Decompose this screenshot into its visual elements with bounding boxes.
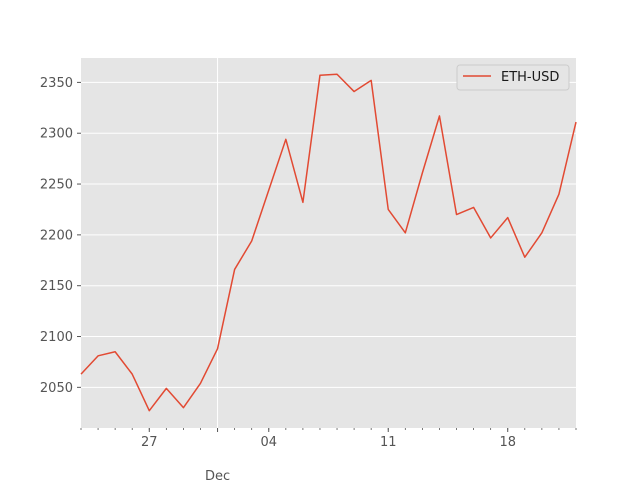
series-line [80,73,577,412]
data-point [199,382,201,384]
data-point [268,189,270,191]
y-tick-label: 2250 [40,178,73,193]
data-point [319,74,321,76]
data-point [131,373,133,375]
data-point [507,216,509,218]
data-point [353,90,355,92]
data-point [114,351,116,353]
legend-label: ETH-USD [501,70,559,85]
data-point [336,73,338,75]
data-point [455,213,457,215]
data-point [233,268,235,270]
data-point [421,172,423,174]
data-point [216,348,218,350]
x-tick-label: 11 [380,435,397,450]
data-point [250,240,252,242]
data-point [524,256,526,258]
data-point [285,138,287,140]
y-tick-label: 2350 [40,76,73,91]
y-tick-label: 2200 [40,228,73,243]
data-point [404,232,406,234]
x-axis: 27 04 11 18 Dec [80,428,577,480]
y-tick-label: 2150 [40,279,73,294]
data-point [558,193,560,195]
data-point [370,79,372,81]
y-tick-label: 2050 [40,381,73,396]
x-tick-label: 18 [499,435,516,450]
data-point [387,208,389,210]
data-point [148,410,150,412]
data-point [472,206,474,208]
data-point [541,232,543,234]
y-axis: 2050 2100 2150 2200 2250 2300 2350 [40,76,81,396]
y-tick-label: 2300 [40,127,73,142]
x-tick-label: 27 [141,435,158,450]
plot-background [81,58,576,428]
data-point [489,237,491,239]
data-point [80,373,82,375]
grid [81,58,576,428]
data-point [575,121,577,123]
legend-box [456,64,570,91]
data-point [302,201,304,203]
series-layer [80,73,577,412]
data-point [438,115,440,117]
y-tick-label: 2100 [40,330,73,345]
x-tick-label: 04 [260,435,277,450]
legend: ETH-USD [456,64,570,91]
data-point [97,355,99,357]
data-point [182,406,184,408]
data-point [165,387,167,389]
x-month-label: Dec [205,469,230,480]
